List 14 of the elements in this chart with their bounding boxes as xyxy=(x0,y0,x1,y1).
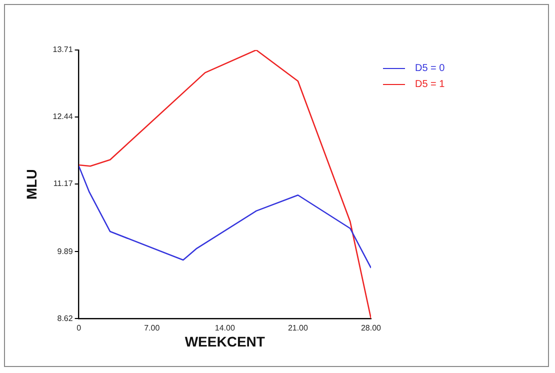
y-tick-label: 13.71 xyxy=(52,45,74,54)
x-axis-title: WEEKCENT xyxy=(184,333,266,350)
y-tick-label: 12.44 xyxy=(52,112,74,122)
x-tick-label: 14.00 xyxy=(214,324,236,333)
legend-label: D5 = 0 xyxy=(415,62,445,74)
y-tick-label: 9.89 xyxy=(57,246,74,256)
x-tick-label: 28.00 xyxy=(360,324,382,333)
y-axis-title: MLU xyxy=(23,169,40,200)
legend-label: D5 = 1 xyxy=(415,78,445,90)
x-tick-label: 0 xyxy=(76,324,82,333)
y-tick-label: 11.17 xyxy=(53,179,74,188)
x-tick-label: 7.00 xyxy=(144,324,160,333)
x-tick-label: 21.00 xyxy=(288,324,309,333)
y-tick-label: 8.62 xyxy=(57,314,74,323)
